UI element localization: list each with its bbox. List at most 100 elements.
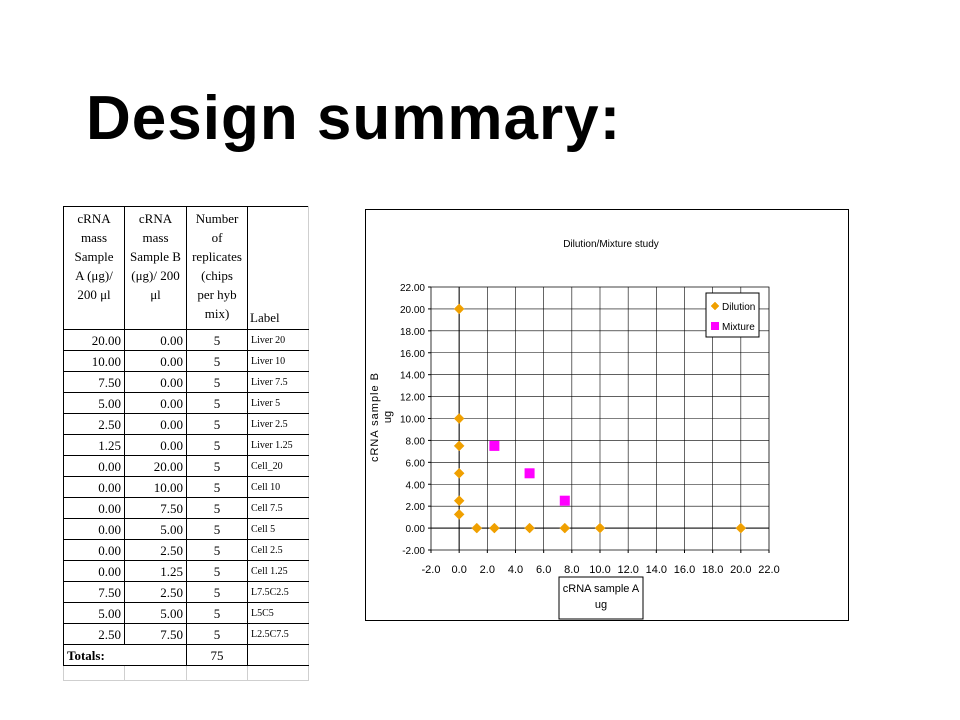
chart-area: Dilution/Mixture study -2.0 0.0 2.0 4.0 6.0 8.… <box>365 209 849 621</box>
legend-label-dilution: Dilution <box>722 302 755 313</box>
cell-label: Cell 7.5 <box>247 497 309 519</box>
cell-sample-a: 1.25 <box>63 434 125 456</box>
cell-sample-a: 0.00 <box>63 455 125 477</box>
data-point-dilution <box>471 522 483 534</box>
y-tick-label: 12.00 <box>400 393 425 404</box>
table-row: 2.50 7.50 5 L2.5C7.5 <box>63 623 309 645</box>
cell-replicates: 5 <box>186 329 248 351</box>
data-point-dilution <box>594 522 606 534</box>
cell-label: Cell 2.5 <box>247 539 309 561</box>
cell-replicates: 5 <box>186 413 248 435</box>
cell-label: L2.5C7.5 <box>247 623 309 645</box>
cell-label: Liver 7.5 <box>247 371 309 393</box>
header-label: Label <box>247 206 309 330</box>
data-point-mixture <box>489 440 500 451</box>
cell-sample-a: 10.00 <box>63 350 125 372</box>
cell-replicates: 5 <box>186 350 248 372</box>
totals-empty <box>247 644 309 666</box>
header-line: cRNA <box>77 211 111 226</box>
cell-sample-a: 2.50 <box>63 413 125 435</box>
y-axis-title: cRNA sample B <box>369 372 381 462</box>
cell-sample-a: 0.00 <box>63 476 125 498</box>
cell-replicates: 5 <box>186 560 248 582</box>
cell-replicates: 5 <box>186 518 248 540</box>
y-tick-label: 20.00 <box>400 305 425 316</box>
header-sample-b: cRNA mass Sample B (μg)/ 200 μl <box>124 206 187 330</box>
cell-sample-a: 0.00 <box>63 560 125 582</box>
cell-replicates: 5 <box>186 455 248 477</box>
cell-sample-b: 7.50 <box>124 497 187 519</box>
cell-label: Liver 2.5 <box>247 413 309 435</box>
header-line: mass <box>142 230 169 245</box>
cell-sample-b: 2.50 <box>124 539 187 561</box>
cell-sample-a: 0.00 <box>63 518 125 540</box>
cell-replicates: 5 <box>186 581 248 603</box>
header-line: of <box>211 230 223 245</box>
totals-value: 75 <box>186 644 248 666</box>
y-tick-label: 2.00 <box>406 502 426 513</box>
cell-replicates: 5 <box>186 497 248 519</box>
x-tick-label: 18.0 <box>702 564 723 576</box>
header-line: cRNA <box>138 211 173 226</box>
cell-label: L5C5 <box>247 602 309 624</box>
header-line: mix) <box>204 306 230 321</box>
legend-label-mixture: Mixture <box>722 322 755 333</box>
data-point-dilution <box>453 413 465 424</box>
data-point-mixture <box>559 495 570 506</box>
table-row: 5.00 0.00 5 Liver 5 <box>63 392 309 414</box>
data-point-mixture <box>524 468 535 479</box>
cell-replicates: 5 <box>186 623 248 645</box>
data-point-dilution <box>735 522 747 534</box>
x-axis-title: cRNA sample A <box>563 583 640 595</box>
cell-sample-a: 0.00 <box>63 539 125 561</box>
cell-sample-b: 1.25 <box>124 560 187 582</box>
y-tick-label: 18.00 <box>400 327 425 338</box>
table-row: 5.00 5.00 5 L5C5 <box>63 602 309 624</box>
chart-title: Dilution/Mixture study <box>563 239 659 250</box>
cell-sample-a: 5.00 <box>63 392 125 414</box>
legend-marker-dilution <box>710 301 720 311</box>
x-tick-label: 0.0 <box>452 564 467 576</box>
x-tick-label: 10.0 <box>589 564 610 576</box>
design-table-container: cRNA mass Sample A (μg)/ 200 μl cRNA mass Samp… <box>63 206 309 681</box>
data-point-dilution <box>524 522 535 534</box>
cell-label: Cell 10 <box>247 476 309 498</box>
cell-label: Cell_20 <box>247 455 309 477</box>
cell-sample-b: 0.00 <box>124 350 187 372</box>
cell-label: Cell 5 <box>247 518 309 540</box>
table-row: 10.00 0.00 5 Liver 10 <box>63 350 309 372</box>
table-row: 0.00 2.50 5 Cell 2.5 <box>63 539 309 561</box>
table-row: 1.25 0.00 5 Liver 1.25 <box>63 434 309 456</box>
cell-replicates: 5 <box>186 476 248 498</box>
table-row: 20.00 0.00 5 Liver 20 <box>63 329 309 351</box>
cell-label: Liver 10 <box>247 350 309 372</box>
data-point-dilution <box>559 522 571 534</box>
header-line: (μg)/ 200 <box>131 268 180 283</box>
cell-sample-a: 7.50 <box>63 371 125 393</box>
header-line: Number <box>195 211 239 226</box>
page-title: Design summary: <box>86 84 622 153</box>
header-replicates: Number of replicates (chips per hyb mix) <box>186 206 248 330</box>
cell-replicates: 5 <box>186 434 248 456</box>
y-tick-label: -2.00 <box>402 546 425 557</box>
cell-replicates: 5 <box>186 539 248 561</box>
header-line: 200 μl <box>77 287 111 302</box>
x-axis-title-box <box>558 576 644 620</box>
legend-marker-mixture <box>711 322 719 330</box>
cell-sample-a: 20.00 <box>63 329 125 351</box>
x-tick-label: -2.0 <box>422 564 441 576</box>
header-line: Sample B <box>130 249 181 264</box>
x-tick-label: 4.0 <box>508 564 523 576</box>
data-point-dilution <box>453 467 465 479</box>
cell-sample-b: 5.00 <box>124 518 187 540</box>
cell-sample-a: 0.00 <box>63 497 125 519</box>
x-tick-label: 12.0 <box>617 564 638 576</box>
x-tick-label: 14.0 <box>646 564 667 576</box>
table-row: 0.00 10.00 5 Cell 10 <box>63 476 309 498</box>
header-line: per hyb <box>197 287 237 302</box>
blank-cell <box>247 665 309 681</box>
header-line: A (μg)/ <box>75 268 113 283</box>
table-row: 0.00 1.25 5 Cell 1.25 <box>63 560 309 582</box>
cell-sample-b: 0.00 <box>124 413 187 435</box>
header-line: Sample <box>74 249 114 264</box>
